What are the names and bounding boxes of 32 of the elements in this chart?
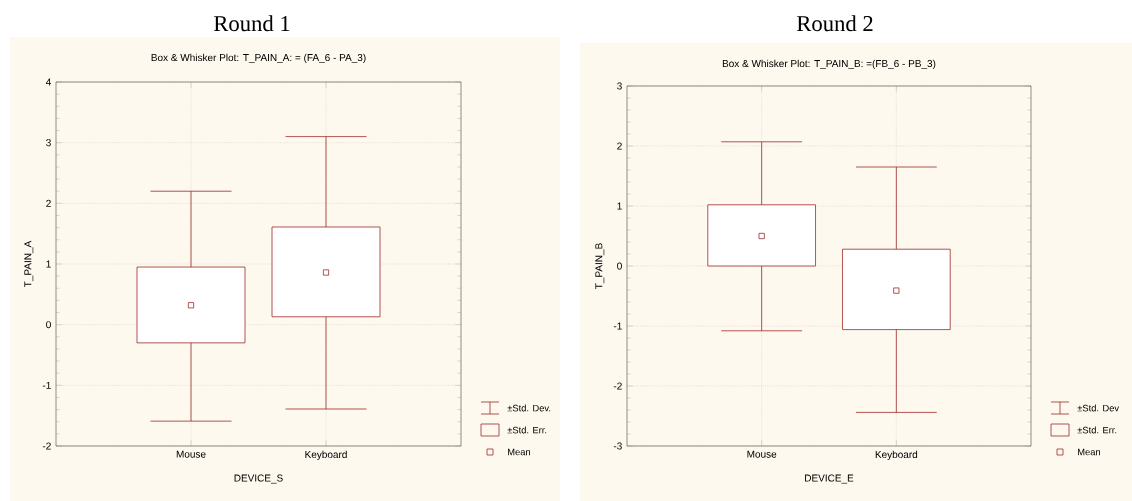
y-axis-title: T_PAIN_B — [595, 243, 605, 290]
x-axis-title: DEVICE_S — [234, 474, 283, 484]
x-tick-label: Mouse — [747, 450, 777, 458]
x-axis-title: DEVICE_E — [805, 474, 854, 484]
text: ±Std. Dev — [1077, 404, 1119, 412]
y-tick-label: 1 — [617, 202, 622, 210]
x-tick-label: Keyboard — [305, 450, 347, 461]
chart-title: Round 1 — [213, 15, 290, 32]
chart-subtitle: Box & Whisker Plot: T_PAIN_B: =(FB_6 - PB_3) — [722, 59, 936, 70]
text: Mean — [1078, 448, 1101, 456]
text: ±Std. Dev. — [507, 404, 551, 412]
y-tick-label: 0 — [617, 262, 622, 270]
y-axis-title: T_PAIN_A — [24, 240, 34, 288]
chart-title: Round 2 — [796, 15, 873, 32]
text: Mean — [508, 448, 531, 456]
y-tick-label: 2 — [617, 142, 622, 150]
y-tick-label: 3 — [46, 139, 51, 147]
y-tick-label: 4 — [45, 78, 51, 86]
chart-subtitle: Box & Whisker Plot: T_PAIN_A: = (FA_6 - PA_3) — [151, 53, 366, 64]
y-tick-label: -2 — [613, 382, 622, 390]
x-tick-label: Mouse — [176, 450, 206, 458]
y-tick-label: 3 — [617, 82, 622, 90]
x-tick-label: Keyboard — [875, 450, 918, 461]
y-tick-label: -1 — [613, 322, 622, 330]
y-tick-label: -3 — [613, 442, 622, 450]
y-tick-label: 0 — [46, 321, 51, 329]
text: ±Std. Err. — [507, 426, 547, 434]
y-tick-label: -2 — [42, 442, 51, 450]
text: ±Std. Err. — [1077, 426, 1117, 434]
y-tick-label: 2 — [46, 199, 51, 207]
y-tick-label: 1 — [46, 260, 51, 268]
y-tick-label: -1 — [42, 381, 51, 389]
